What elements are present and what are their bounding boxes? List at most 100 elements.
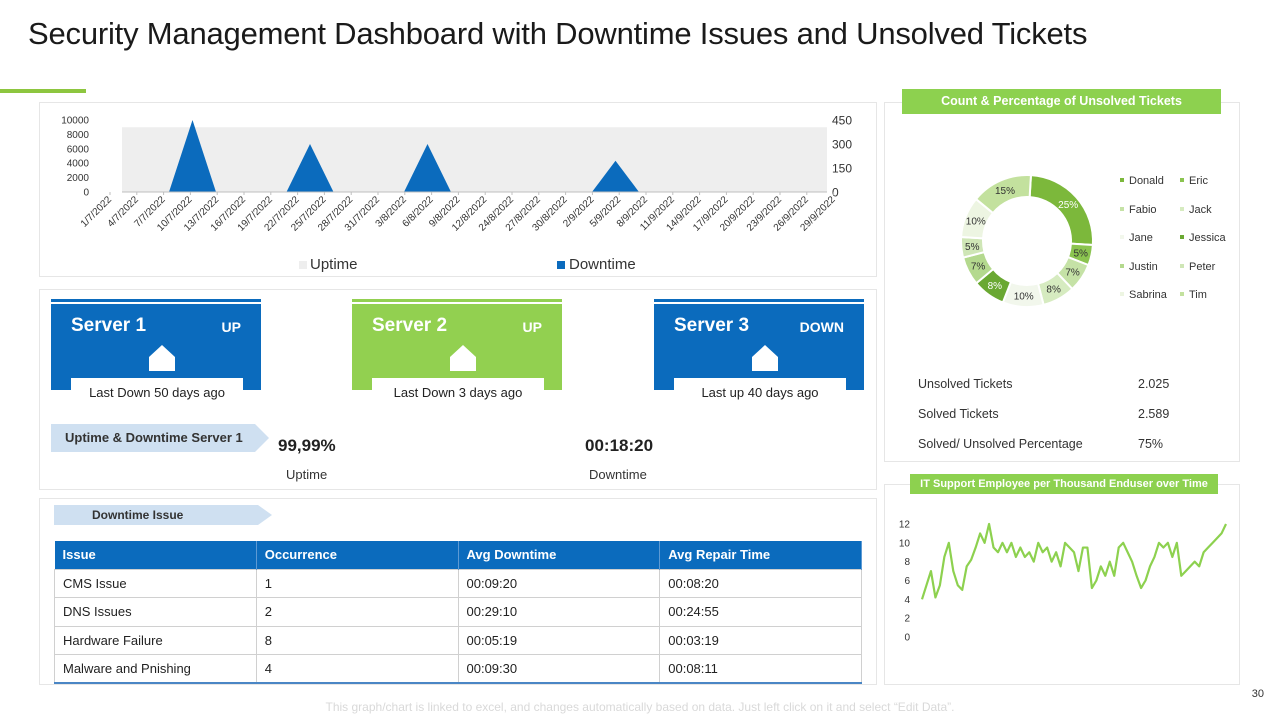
page-title: Security Management Dashboard with Downt…	[28, 16, 1088, 51]
legend-label: Jessica	[1189, 232, 1226, 244]
it-support-panel	[884, 484, 1240, 685]
y-tick-label: 2	[904, 614, 910, 625]
y-left-tick: 8000	[67, 130, 90, 141]
server-card-3[interactable]: Server 3 DOWN Last up 40 days ago	[654, 299, 864, 404]
donut-label: 8%	[1046, 285, 1061, 296]
y-left-tick: 4000	[67, 159, 90, 170]
table-cell: DNS Issues	[54, 597, 257, 627]
table-row: CMS Issue 1 00:09:20 00:08:20	[54, 568, 862, 598]
downtime-value: 00:18:20	[585, 436, 654, 455]
legend-label: Fabio	[1129, 203, 1157, 216]
uptime-value: 99,99%	[278, 436, 336, 455]
unsolved-tickets-donut: 25%5%7%8%10%8%7%5%10%15%	[960, 174, 1094, 308]
legend-downtime-swatch	[557, 261, 565, 269]
it-support-series-line	[920, 522, 1227, 600]
table-cell: 00:09:20	[457, 568, 661, 598]
home-icon	[752, 345, 778, 371]
legend-swatch	[1180, 263, 1184, 268]
downtime-label: Downtime	[589, 467, 647, 482]
home-icon	[450, 345, 476, 371]
downtime-peak	[286, 144, 334, 192]
server-note: Last Down 50 days ago	[71, 378, 243, 404]
server-name: Server 1	[71, 315, 147, 336]
footer-note: This graph/chart is linked to excel, and…	[325, 700, 955, 714]
y-tick-label: 8	[904, 557, 910, 568]
table-cell: 00:09:30	[457, 654, 661, 684]
legend-swatch	[1180, 292, 1184, 297]
table-cell: 2	[255, 597, 459, 627]
table-header-cell: Avg Repair Time	[659, 541, 862, 569]
donut-label: 5%	[1073, 248, 1088, 259]
y-tick-label: 4	[904, 595, 910, 606]
donut-label: 7%	[971, 262, 986, 273]
legend-item-eric: Eric	[1180, 175, 1208, 187]
table-header-cell: Issue	[54, 541, 257, 569]
legend-item-tim: Tim	[1180, 289, 1207, 301]
server-card-topline	[654, 299, 864, 302]
ticket-stat-label: Solved Tickets	[918, 407, 999, 421]
server-name: Server 3	[674, 315, 750, 336]
legend-item-justin: Justin	[1120, 261, 1158, 273]
y-tick-label: 0	[904, 633, 910, 644]
donut-label: 7%	[1065, 267, 1080, 278]
legend-swatch	[1180, 178, 1184, 183]
legend-label: Jane	[1129, 232, 1153, 244]
ticket-stat-label: Solved/ Unsolved Percentage	[918, 437, 1083, 451]
table-row: DNS Issues 2 00:29:10 00:24:55	[54, 597, 862, 627]
server-card-topline	[51, 299, 261, 302]
table-cell: 00:05:19	[457, 625, 661, 655]
tickets-chart-title: Count & Percentage of Unsolved Tickets	[902, 89, 1221, 114]
donut-label: 10%	[966, 216, 986, 227]
ticket-stat-value: 2.025	[1138, 377, 1170, 391]
table-header-cell: Avg Downtime	[458, 541, 661, 569]
y-left-tick: 6000	[67, 144, 90, 155]
legend-label: Donald	[1129, 175, 1164, 187]
server-card-2[interactable]: Server 2 UP Last Down 3 days ago	[352, 299, 562, 404]
y-left-tick: 0	[83, 188, 89, 199]
table-cell: 00:29:10	[457, 597, 661, 627]
server-card-topline	[352, 299, 562, 302]
legend-item-jessica: Jessica	[1180, 232, 1226, 244]
table-cell: 00:08:11	[659, 654, 862, 684]
legend-uptime-swatch	[299, 261, 307, 269]
donut-label: 5%	[965, 242, 980, 253]
table-cell: 1	[255, 568, 459, 598]
server-note: Last up 40 days ago	[674, 378, 846, 404]
table-cell: CMS Issue	[54, 568, 257, 598]
it-support-line-chart: 12 10 8 6 4 2 0	[899, 520, 1227, 644]
y-left-tick: 10000	[61, 116, 89, 127]
server-status: DOWN	[799, 319, 844, 335]
table-cell: Hardware Failure	[54, 625, 257, 655]
donut-label: 25%	[1058, 200, 1078, 211]
legend-item-jack: Jack	[1180, 204, 1212, 216]
y-right-tick: 300	[832, 138, 852, 152]
server-note: Last Down 3 days ago	[372, 378, 544, 404]
downtime-peak	[169, 120, 216, 192]
legend-label: Sabrina	[1129, 289, 1167, 301]
server-card-body	[352, 304, 562, 390]
home-icon	[149, 345, 175, 371]
ticket-stat-value: 2.589	[1138, 407, 1170, 421]
legend-downtime: Downtime	[569, 256, 636, 273]
title-accent-bar	[0, 89, 86, 93]
y-right-tick: 450	[832, 114, 852, 128]
legend-item-peter: Peter	[1180, 261, 1215, 273]
legend-swatch	[1120, 178, 1124, 183]
legend-item-fabio: Fabio	[1120, 204, 1157, 216]
downtime-issue-table: Issue Occurrence Avg Downtime Avg Repair Ti…	[54, 541, 862, 684]
downtime-peak	[592, 160, 639, 192]
legend-label: Jack	[1189, 203, 1212, 216]
ticket-stat-value: 75%	[1138, 437, 1164, 451]
legend-label: Eric	[1189, 175, 1208, 187]
table-cell: 00:24:55	[659, 597, 862, 627]
uptime-label: Uptime	[286, 467, 328, 482]
uptime-downtime-chart-panel: 10000 8000 6000 4000 2000 0 450 300 150 0 1/7/2022…	[39, 102, 877, 277]
server-card-1[interactable]: Server 1 UP Last Down 50 days ago	[51, 299, 261, 404]
legend-swatch	[1180, 235, 1184, 240]
server-status: UP	[522, 319, 542, 335]
table-row: Malware and Pnishing 4 00:09:30 00:08:11	[54, 654, 862, 684]
y-tick-label: 10	[899, 538, 911, 549]
legend-swatch	[1180, 206, 1184, 211]
y-right-tick: 0	[832, 186, 839, 200]
legend-swatch	[1120, 263, 1124, 268]
